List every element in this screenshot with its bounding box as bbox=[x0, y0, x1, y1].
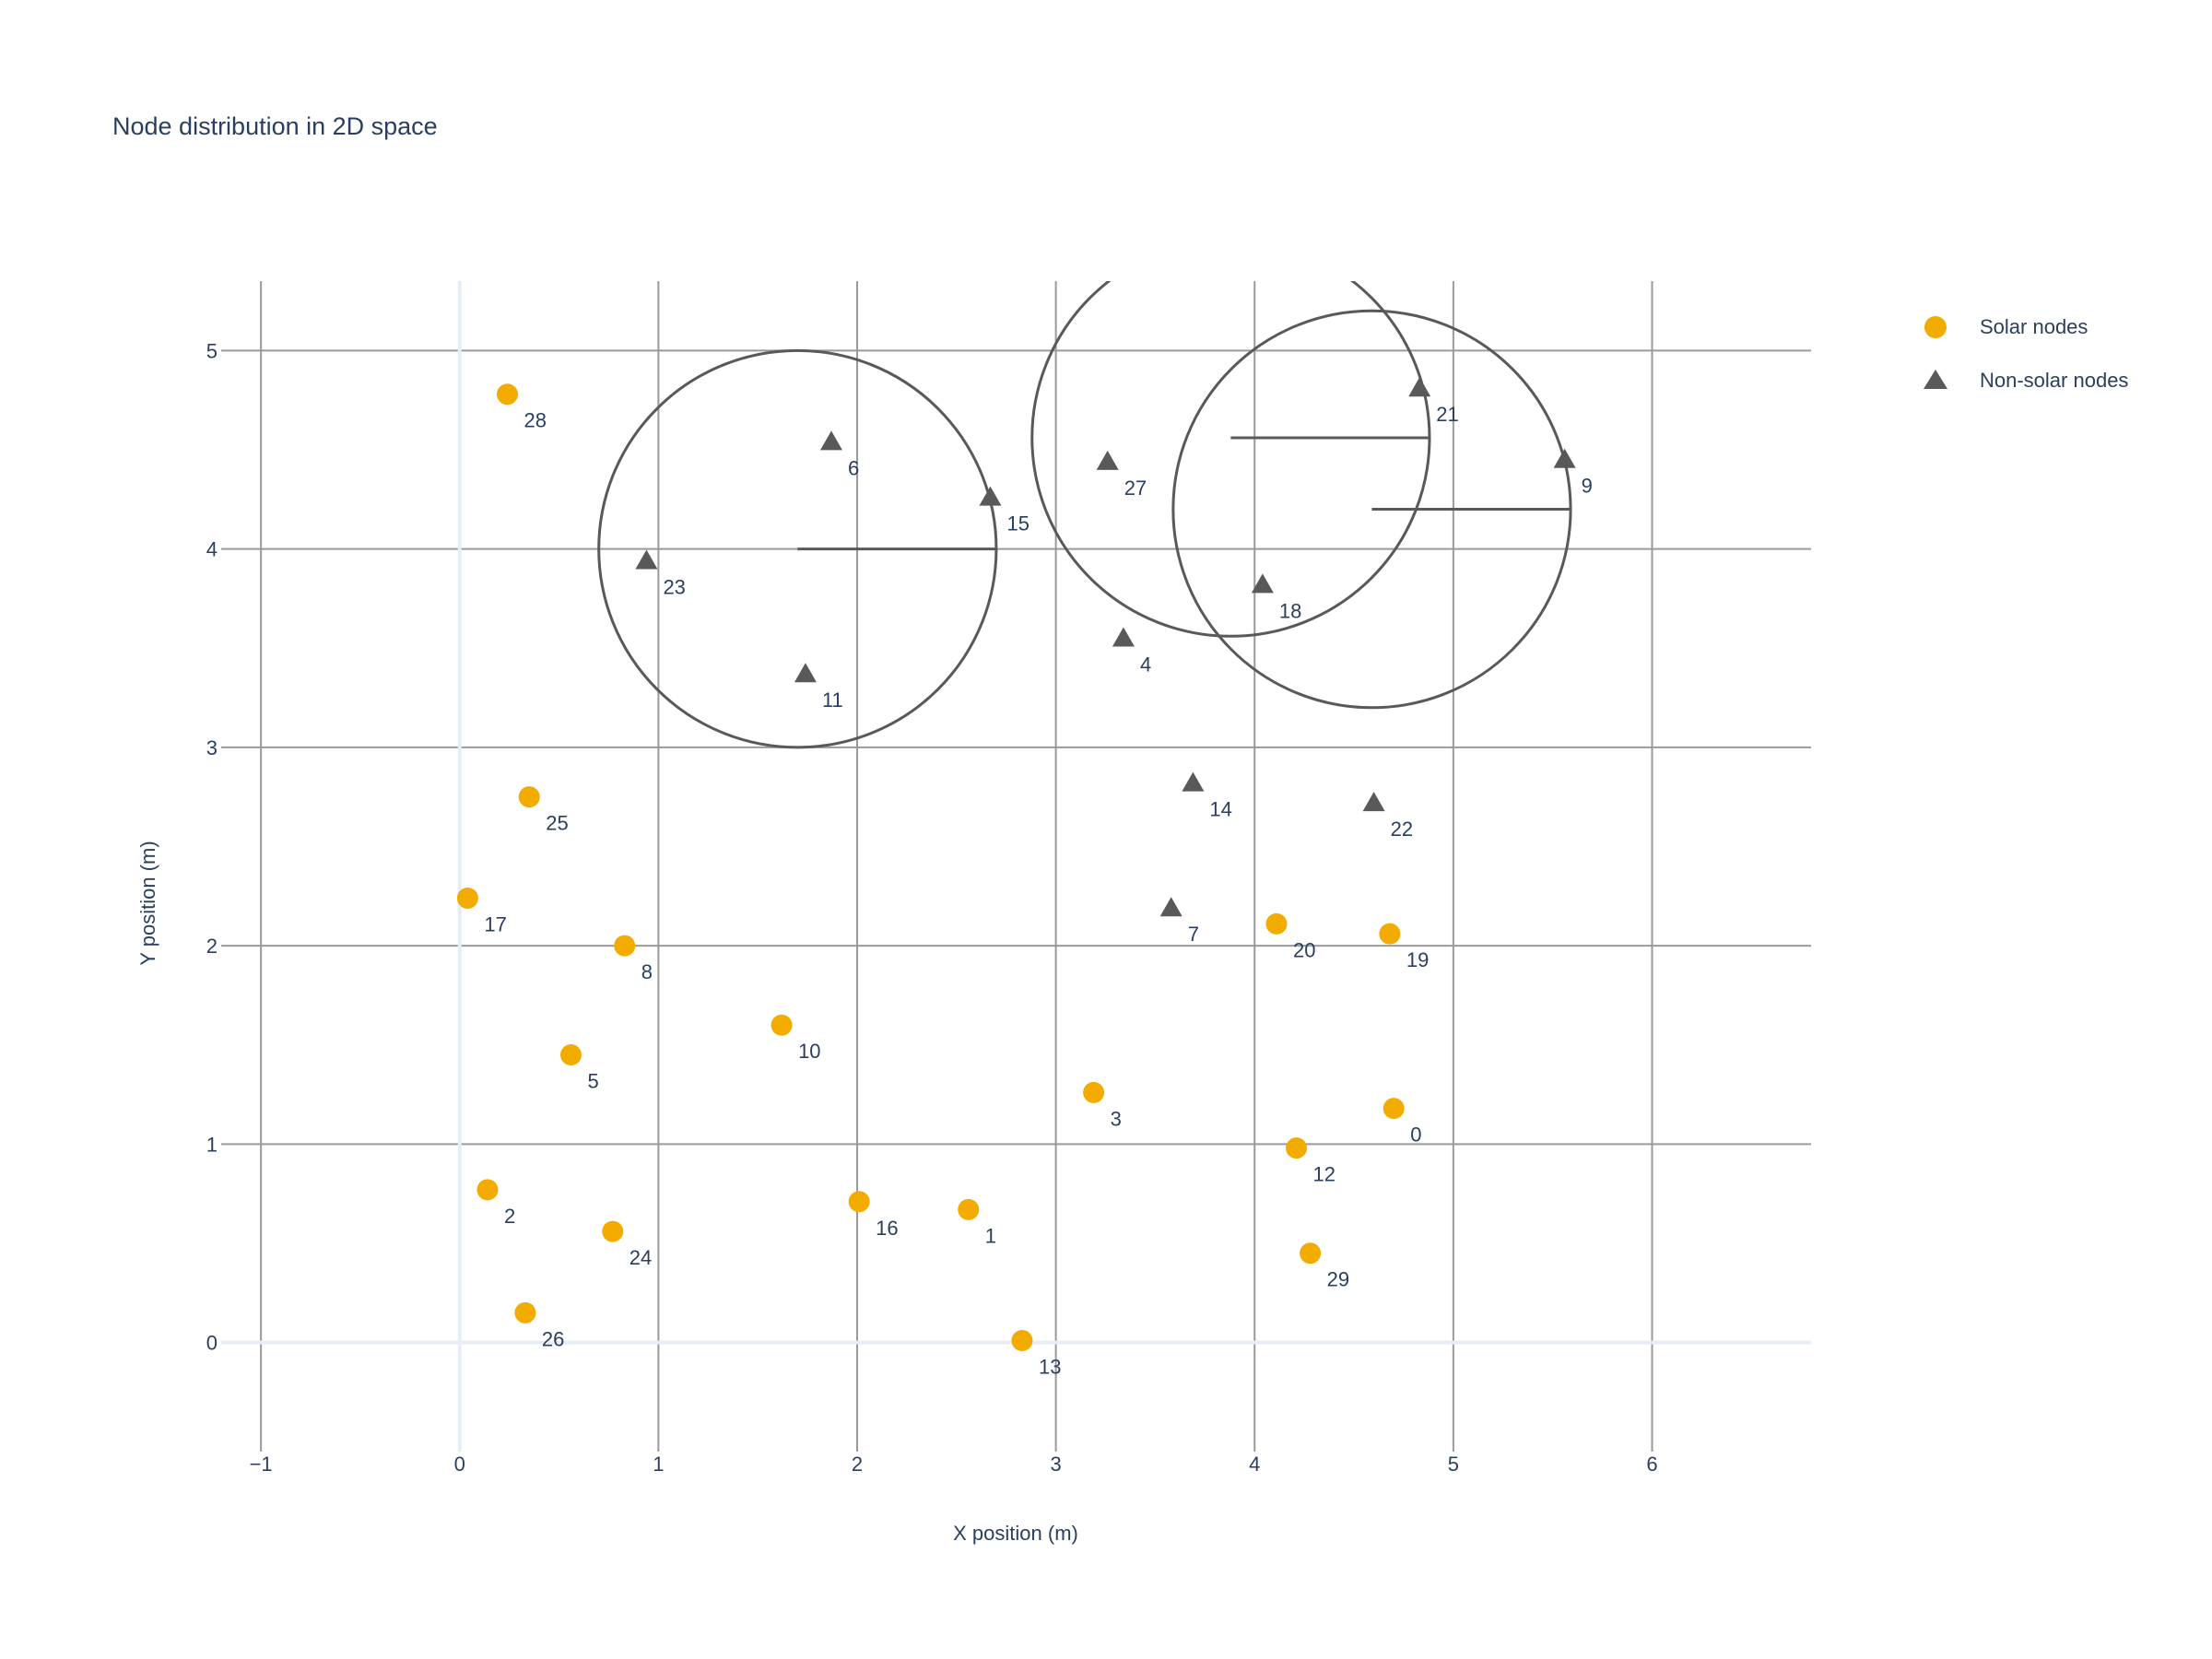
x-tick-label: 3 bbox=[1051, 1453, 1062, 1476]
point-label: 7 bbox=[1188, 923, 1199, 946]
legend: Solar nodes Non-solar nodes bbox=[1917, 300, 2128, 407]
x-axis-title: X position (m) bbox=[953, 1522, 1078, 1545]
solar-node-point bbox=[514, 1301, 536, 1324]
triangle-marker-icon bbox=[1917, 362, 1954, 399]
point-label: 6 bbox=[848, 456, 859, 479]
x-tick-label: 0 bbox=[454, 1453, 465, 1476]
non-solar-node-point bbox=[1553, 448, 1576, 468]
zero-lines bbox=[221, 281, 1811, 1452]
legend-item-solar[interactable]: Solar nodes bbox=[1917, 300, 2128, 354]
point-label: 11 bbox=[822, 688, 843, 712]
point-label: 3 bbox=[1111, 1107, 1122, 1130]
x-tick-label: 2 bbox=[852, 1453, 863, 1476]
solar-node-point bbox=[1379, 923, 1401, 945]
non-solar-node-point bbox=[1182, 771, 1205, 792]
y-tick-label: 5 bbox=[206, 339, 218, 362]
point-label: 22 bbox=[1391, 818, 1413, 841]
data-points bbox=[456, 377, 1576, 1351]
point-label: 8 bbox=[641, 960, 653, 983]
point-label: 21 bbox=[1436, 403, 1458, 426]
non-solar-node-point bbox=[794, 663, 817, 683]
solar-node-point bbox=[560, 1043, 582, 1065]
solar-node-point bbox=[1382, 1098, 1405, 1120]
chart-title: Node distribution in 2D space bbox=[112, 112, 438, 140]
circle-marker-icon bbox=[1917, 309, 1954, 346]
non-solar-node-point bbox=[1159, 897, 1182, 917]
point-label: 9 bbox=[1582, 475, 1593, 498]
point-label: 1 bbox=[985, 1224, 996, 1247]
y-tick-label: 3 bbox=[206, 736, 218, 759]
point-label: 29 bbox=[1327, 1268, 1349, 1291]
non-solar-node-point bbox=[1096, 450, 1119, 470]
x-tick-label: −1 bbox=[250, 1453, 273, 1476]
x-tick-label: 5 bbox=[1448, 1453, 1459, 1476]
non-solar-node-point bbox=[1408, 377, 1431, 397]
point-label: 17 bbox=[484, 912, 506, 935]
point-label: 4 bbox=[1140, 653, 1151, 676]
point-label: 0 bbox=[1410, 1124, 1421, 1147]
point-label: 13 bbox=[1039, 1355, 1061, 1378]
point-label: 28 bbox=[524, 409, 547, 432]
grid-lines bbox=[221, 281, 1811, 1452]
solar-node-point bbox=[771, 1014, 793, 1036]
non-solar-node-point bbox=[1362, 792, 1385, 812]
y-tick-label: 4 bbox=[206, 538, 218, 561]
solar-node-point bbox=[456, 887, 478, 909]
solar-node-point bbox=[848, 1191, 870, 1213]
point-label: 25 bbox=[546, 812, 568, 835]
point-label: 5 bbox=[588, 1069, 599, 1092]
solar-node-point bbox=[518, 786, 540, 808]
solar-node-point bbox=[614, 935, 636, 957]
point-label: 23 bbox=[663, 576, 685, 599]
solar-node-point bbox=[958, 1198, 980, 1220]
x-tick-label: 4 bbox=[1249, 1453, 1260, 1476]
point-label: 2 bbox=[504, 1205, 515, 1228]
point-label: 15 bbox=[1006, 512, 1029, 535]
non-solar-node-point bbox=[1251, 573, 1274, 594]
legend-item-non-solar[interactable]: Non-solar nodes bbox=[1917, 354, 2128, 407]
non-solar-node-point bbox=[1112, 627, 1135, 647]
solar-node-point bbox=[1083, 1081, 1105, 1103]
y-tick-label: 2 bbox=[206, 935, 218, 958]
non-solar-node-point bbox=[819, 430, 842, 451]
legend-label-non-solar: Non-solar nodes bbox=[1980, 369, 2129, 392]
point-label: 14 bbox=[1209, 798, 1231, 821]
solar-node-point bbox=[497, 383, 518, 406]
legend-label-solar: Solar nodes bbox=[1980, 315, 2088, 338]
x-tick-label: 6 bbox=[1646, 1453, 1657, 1476]
point-label: 10 bbox=[798, 1040, 820, 1063]
point-label: 24 bbox=[629, 1246, 652, 1269]
solar-node-point bbox=[1265, 912, 1288, 935]
y-axis-title: Y position (m) bbox=[136, 841, 159, 965]
non-solar-node-point bbox=[979, 486, 1002, 506]
point-label: 18 bbox=[1279, 599, 1301, 622]
range-circles bbox=[597, 281, 1572, 749]
non-solar-node-point bbox=[635, 549, 658, 570]
solar-node-point bbox=[602, 1220, 624, 1242]
point-label: 26 bbox=[542, 1327, 564, 1350]
point-label: 27 bbox=[1124, 477, 1147, 500]
y-tick-label: 0 bbox=[206, 1332, 218, 1355]
solar-node-point bbox=[1286, 1137, 1308, 1159]
x-tick-label: 1 bbox=[653, 1453, 664, 1476]
solar-node-point bbox=[1011, 1329, 1033, 1351]
point-label: 16 bbox=[876, 1217, 898, 1240]
solar-node-point bbox=[477, 1179, 499, 1201]
solar-node-point bbox=[1300, 1242, 1322, 1265]
y-tick-label: 1 bbox=[206, 1133, 218, 1156]
point-label: 12 bbox=[1313, 1163, 1335, 1186]
point-label: 20 bbox=[1293, 938, 1315, 961]
point-labels: 0123581012131617192024252628294679111415… bbox=[484, 403, 1593, 1378]
point-label: 19 bbox=[1406, 948, 1429, 971]
